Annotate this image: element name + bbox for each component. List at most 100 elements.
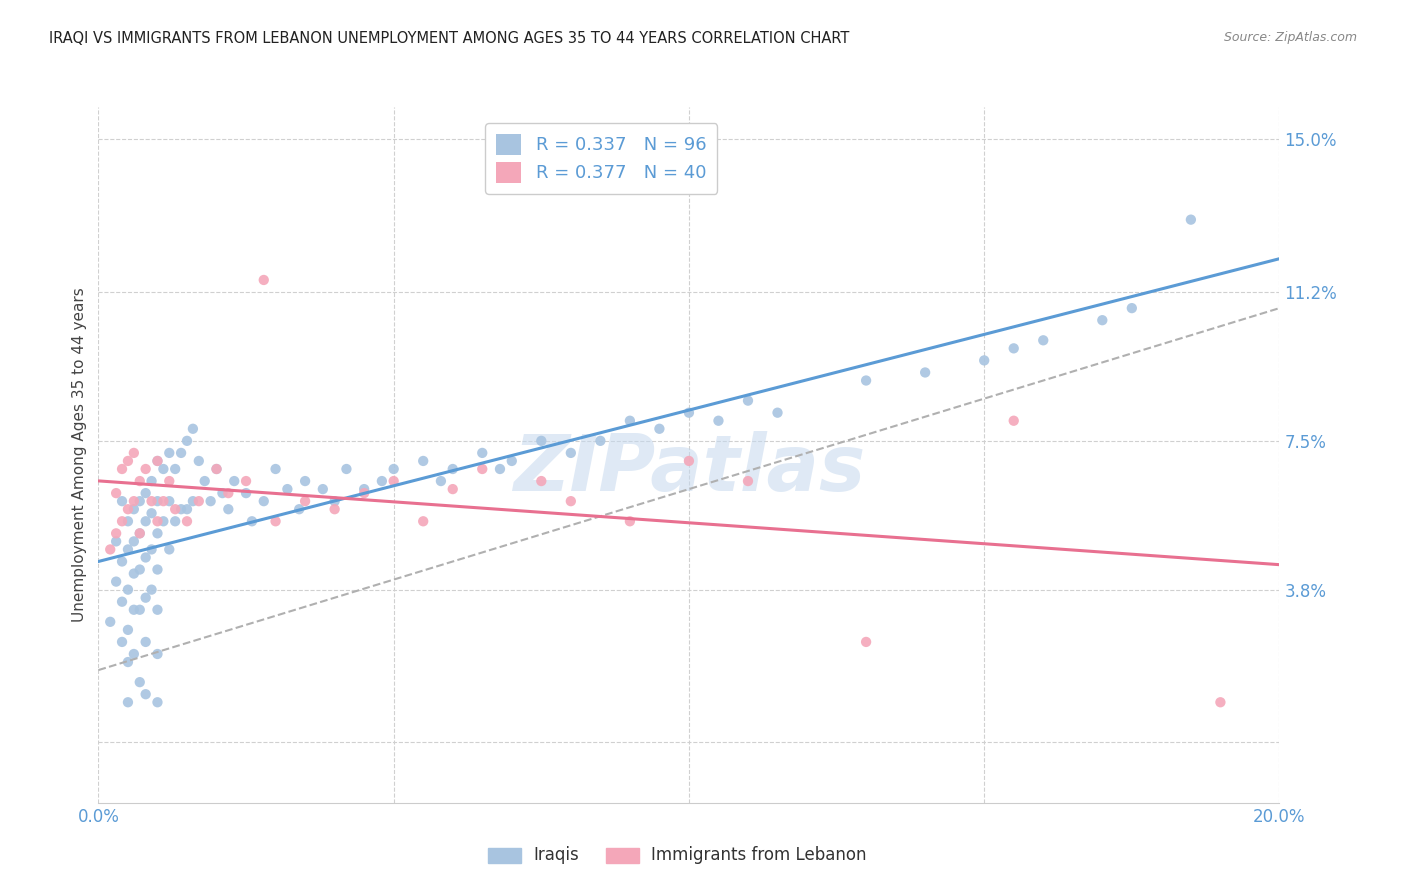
Point xyxy=(141,582,163,597)
Point xyxy=(146,454,169,468)
Point xyxy=(135,514,157,528)
Point xyxy=(122,494,145,508)
Point xyxy=(382,474,405,488)
Point xyxy=(135,462,157,476)
Point xyxy=(135,635,157,649)
Point xyxy=(122,603,145,617)
Point xyxy=(117,502,139,516)
Point xyxy=(205,462,228,476)
Point xyxy=(211,486,233,500)
Point xyxy=(187,454,209,468)
FancyBboxPatch shape xyxy=(488,848,522,863)
Point xyxy=(122,446,145,460)
Point xyxy=(530,434,553,448)
Point xyxy=(1002,414,1025,428)
Point xyxy=(371,474,394,488)
Point xyxy=(128,526,150,541)
Point xyxy=(165,514,187,528)
Point xyxy=(157,446,180,460)
Point xyxy=(530,474,553,488)
Point xyxy=(128,603,150,617)
Point xyxy=(1002,342,1025,356)
Legend: R = 0.337   N = 96, R = 0.377   N = 40: R = 0.337 N = 96, R = 0.377 N = 40 xyxy=(485,123,717,194)
Point xyxy=(312,482,335,496)
Point xyxy=(111,554,134,568)
Point xyxy=(855,635,877,649)
FancyBboxPatch shape xyxy=(606,848,640,863)
Point xyxy=(1121,301,1143,315)
Point xyxy=(117,623,139,637)
Point xyxy=(165,502,187,516)
Point xyxy=(105,526,128,541)
Point xyxy=(146,562,169,576)
Point xyxy=(1180,212,1202,227)
Point xyxy=(152,462,174,476)
Point xyxy=(128,474,150,488)
Point xyxy=(560,494,582,508)
Point xyxy=(181,494,204,508)
Text: ZIPatlas: ZIPatlas xyxy=(513,431,865,507)
Point xyxy=(619,414,641,428)
Point xyxy=(1209,695,1232,709)
Point xyxy=(1032,334,1054,348)
Point xyxy=(105,486,128,500)
Point xyxy=(135,550,157,565)
Point xyxy=(335,462,357,476)
Point xyxy=(619,514,641,528)
Text: Iraqis: Iraqis xyxy=(533,846,579,864)
Point xyxy=(146,647,169,661)
Point xyxy=(253,273,276,287)
Point xyxy=(176,514,198,528)
Point xyxy=(98,615,121,629)
Point xyxy=(122,534,145,549)
Point xyxy=(146,494,169,508)
Point xyxy=(973,353,995,368)
Point xyxy=(157,542,180,557)
Point xyxy=(146,695,169,709)
Point xyxy=(111,514,134,528)
Point xyxy=(122,566,145,581)
Point xyxy=(264,462,287,476)
Point xyxy=(111,635,134,649)
Point xyxy=(146,603,169,617)
Point xyxy=(678,454,700,468)
Point xyxy=(122,647,145,661)
Point xyxy=(105,534,128,549)
Point xyxy=(157,494,180,508)
Point xyxy=(165,462,187,476)
Point xyxy=(187,494,209,508)
Point xyxy=(105,574,128,589)
Point xyxy=(194,474,217,488)
Point xyxy=(170,446,193,460)
Point xyxy=(111,595,134,609)
Point xyxy=(766,406,789,420)
Point xyxy=(141,474,163,488)
Text: IRAQI VS IMMIGRANTS FROM LEBANON UNEMPLOYMENT AMONG AGES 35 TO 44 YEARS CORRELAT: IRAQI VS IMMIGRANTS FROM LEBANON UNEMPLO… xyxy=(49,31,849,46)
Point xyxy=(217,486,239,500)
Point xyxy=(170,502,193,516)
Point xyxy=(353,486,375,500)
Point xyxy=(914,366,936,380)
Point xyxy=(111,462,134,476)
Point xyxy=(141,542,163,557)
Point xyxy=(141,494,163,508)
Point xyxy=(117,514,139,528)
Point xyxy=(135,591,157,605)
Point xyxy=(264,514,287,528)
Point xyxy=(412,454,434,468)
Point xyxy=(471,446,494,460)
Point xyxy=(323,502,346,516)
Point xyxy=(294,494,316,508)
Point xyxy=(224,474,246,488)
Point xyxy=(135,486,157,500)
Point xyxy=(1091,313,1114,327)
Point xyxy=(176,434,198,448)
Point xyxy=(217,502,239,516)
Point xyxy=(707,414,730,428)
Point xyxy=(128,494,150,508)
Point xyxy=(117,582,139,597)
Point xyxy=(560,446,582,460)
Point xyxy=(128,526,150,541)
Point xyxy=(146,454,169,468)
Point xyxy=(117,454,139,468)
